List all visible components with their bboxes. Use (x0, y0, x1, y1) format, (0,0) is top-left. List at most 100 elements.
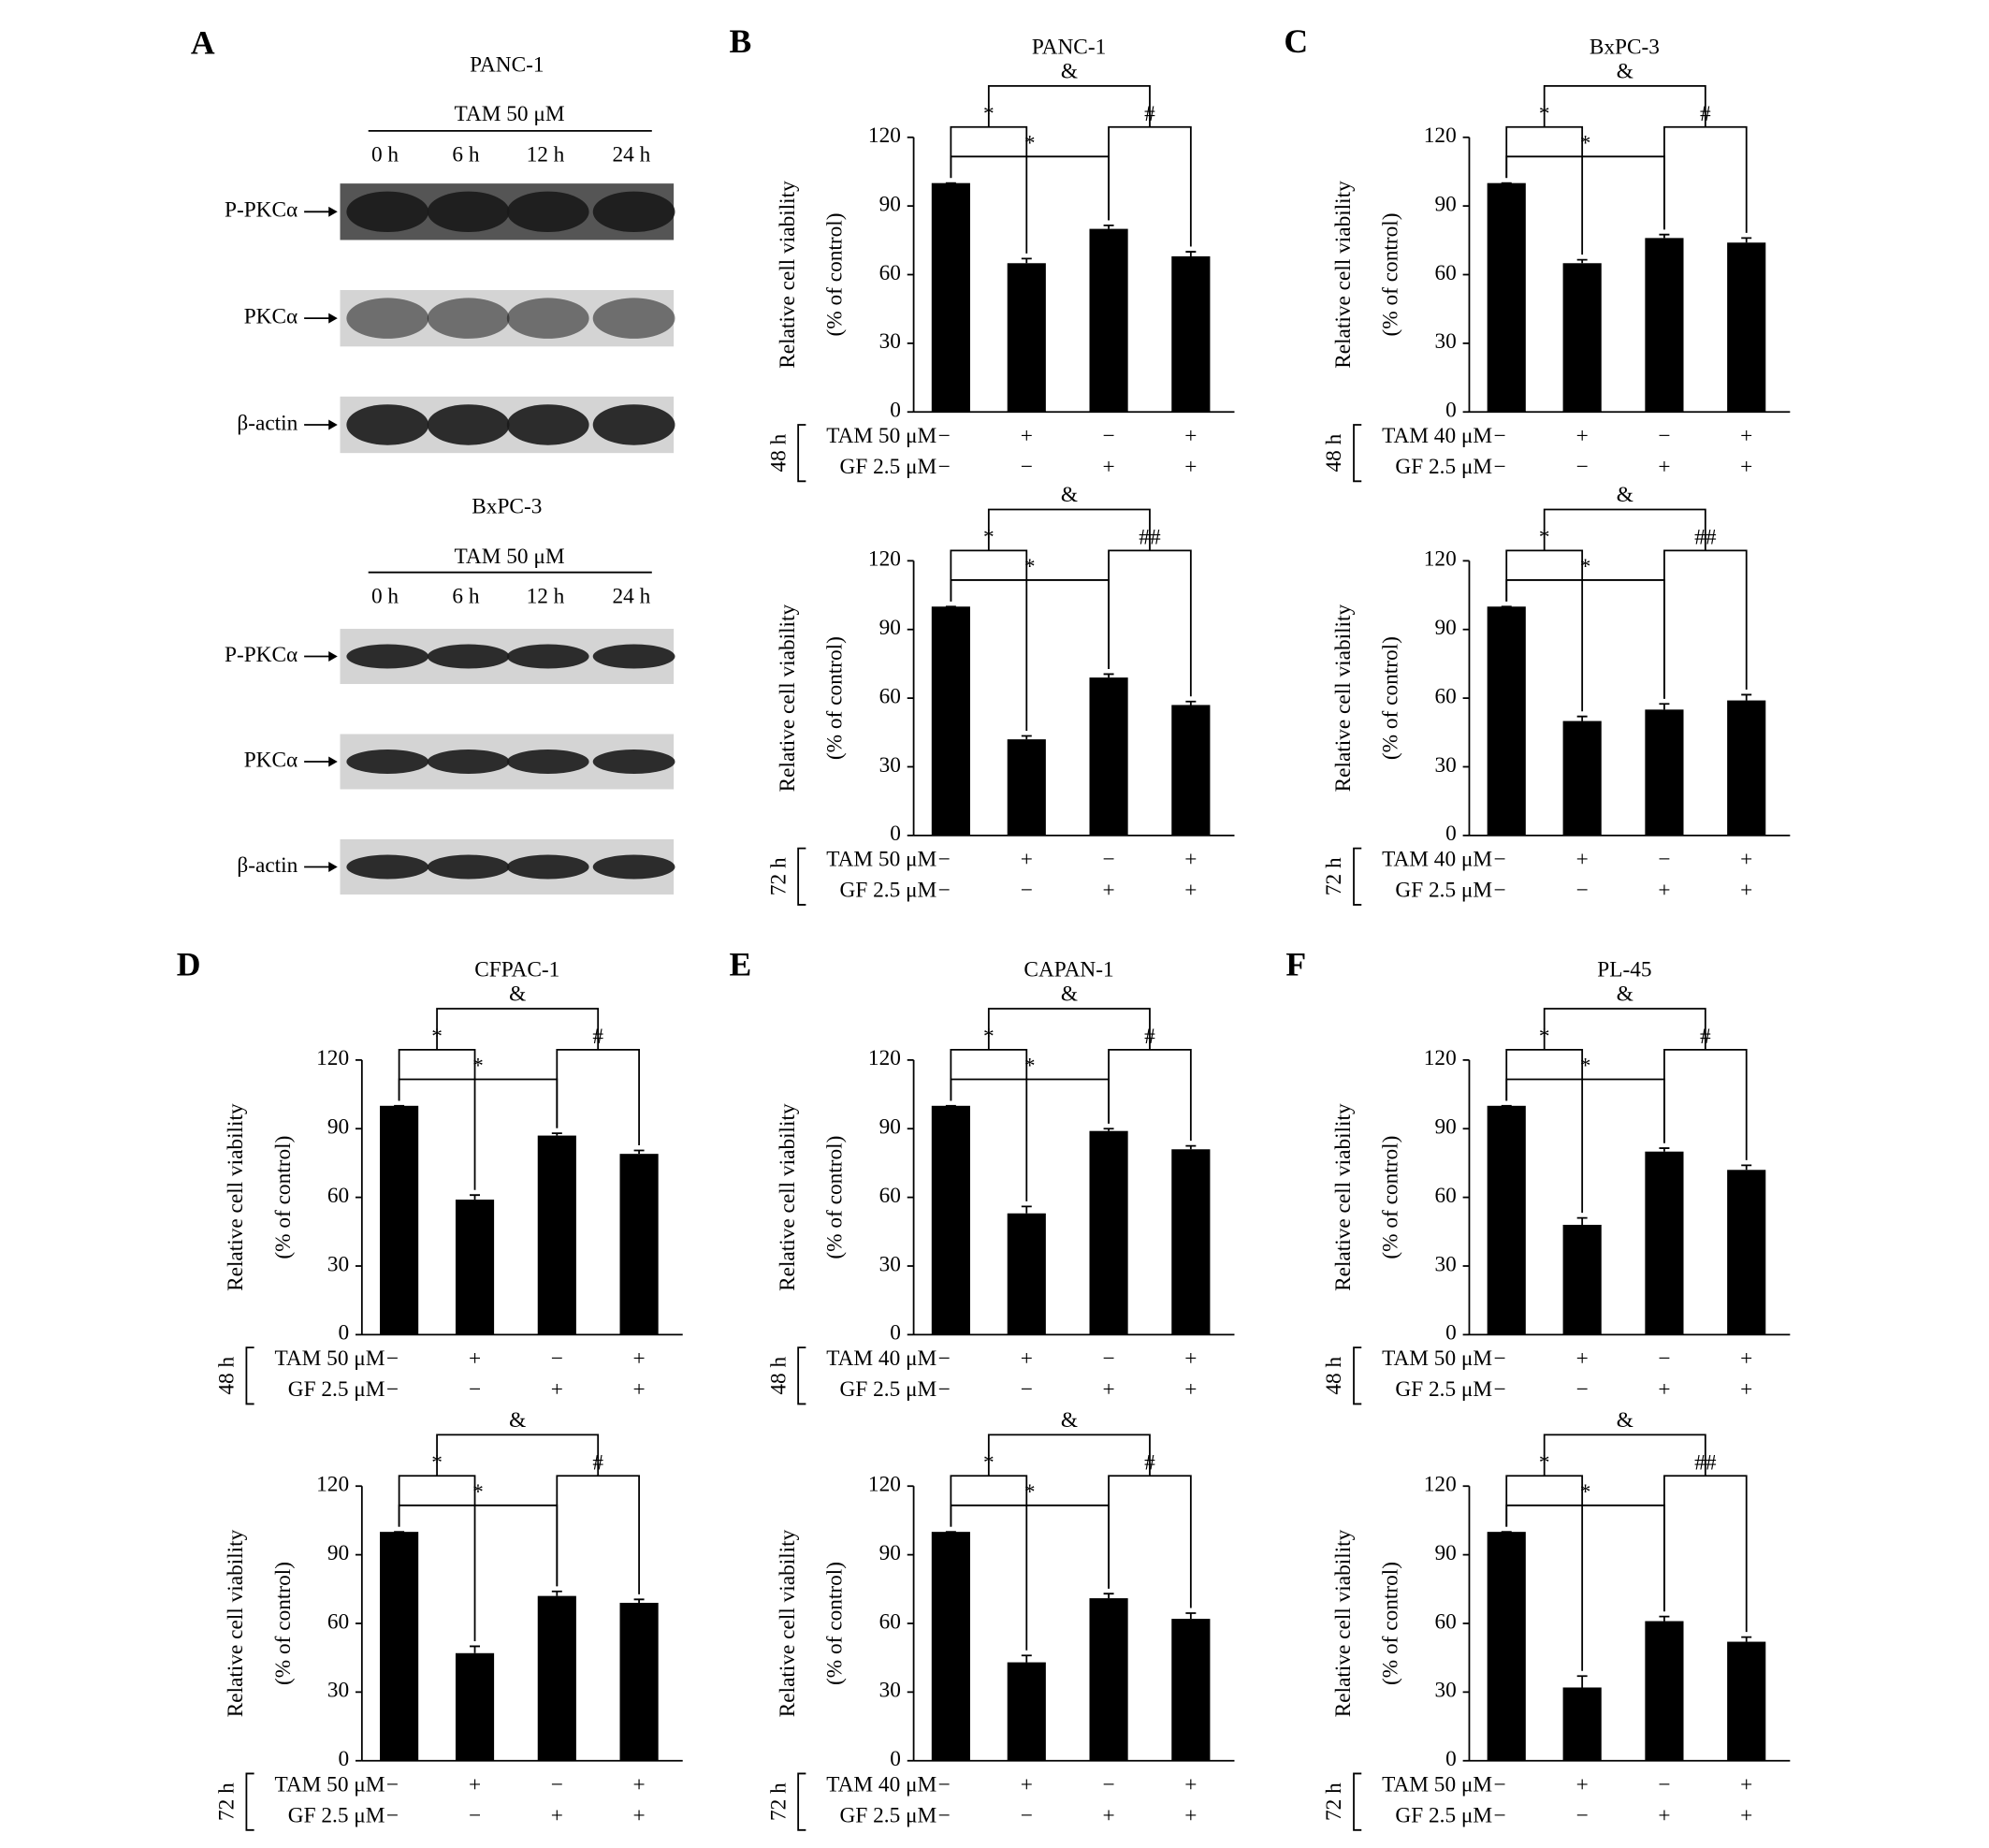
arrow-head (328, 419, 338, 430)
bar (1487, 606, 1526, 836)
condition-sign: + (1658, 455, 1670, 479)
condition-sign: + (1021, 1773, 1033, 1797)
significance-label: & (1617, 483, 1633, 507)
y-tick-label: 0 (890, 399, 901, 423)
bracket (436, 1008, 600, 1050)
error-bar (1576, 1216, 1588, 1225)
condition-sign: − (1494, 1803, 1506, 1827)
condition-sign: + (1102, 1803, 1114, 1827)
bar (1562, 1224, 1602, 1335)
panel-letter: D (177, 945, 201, 982)
condition-sign: + (469, 1346, 481, 1371)
bracket (1505, 155, 1665, 230)
blot-band (592, 644, 675, 669)
y-tick-label: 60 (1434, 1609, 1456, 1634)
condition-label: TAM 40 μM (1382, 848, 1492, 872)
y-tick-label: 0 (338, 1321, 349, 1346)
condition-sign: + (1021, 848, 1033, 872)
condition-bracket (797, 424, 806, 483)
chart-title: CAPAN-1 (1024, 958, 1113, 982)
y-axis-label: (% of control) (1379, 1136, 1403, 1259)
time-label: 72 h (1322, 857, 1346, 895)
blot-band (506, 749, 589, 774)
condition-label: TAM 50 μM (1382, 1773, 1492, 1797)
condition-bracket (1353, 424, 1362, 483)
bracket (1505, 579, 1665, 699)
y-tick-label: 90 (1434, 1115, 1456, 1140)
error-bar (551, 1132, 562, 1136)
significance-label: * (1024, 1480, 1036, 1505)
significance-label: * (1580, 131, 1591, 155)
bracket (1543, 1008, 1706, 1050)
y-tick-label: 60 (1434, 684, 1456, 708)
y-tick-label: 0 (338, 1747, 349, 1771)
bar (455, 1652, 495, 1761)
condition-sign: − (1576, 455, 1589, 479)
bracket (556, 1475, 640, 1594)
time-label: 6 h (452, 143, 479, 167)
condition-sign: + (1740, 424, 1752, 448)
condition-label: TAM 40 μM (1382, 424, 1492, 448)
condition-sign: + (1740, 1377, 1752, 1402)
y-axis-label: Relative cell viability (1331, 604, 1356, 792)
y-tick-label: 30 (879, 329, 901, 354)
condition-label: TAM 50 μM (274, 1346, 385, 1371)
y-tick-label: 60 (879, 1184, 901, 1208)
protein-label: P-PKCα (225, 198, 298, 223)
y-tick-label: 60 (879, 261, 901, 285)
bar (455, 1200, 495, 1335)
error-bar (1659, 1147, 1670, 1152)
bracket (1663, 549, 1748, 699)
y-tick-label: 120 (316, 1046, 349, 1070)
condition-sign: + (1740, 1773, 1752, 1797)
arrow-head (328, 756, 338, 767)
error-bar (1185, 251, 1197, 256)
condition-sign: + (1184, 1377, 1197, 1402)
condition-label: TAM 50 μM (1382, 1346, 1492, 1371)
bar (1562, 720, 1602, 836)
y-axis-label: Relative cell viability (776, 604, 800, 792)
blot-band (506, 191, 589, 233)
bracket (436, 1433, 600, 1477)
bar (1171, 1149, 1211, 1335)
time-label: 24 h (612, 584, 650, 608)
error-bar (1659, 1615, 1670, 1622)
condition-sign: + (1184, 424, 1197, 448)
bar (1562, 263, 1602, 413)
y-axis-label: Relative cell viability (1331, 1103, 1356, 1291)
significance-label: * (1580, 1054, 1591, 1078)
condition-sign: − (1102, 1346, 1114, 1371)
error-bar (1741, 237, 1752, 243)
significance-label: & (509, 982, 526, 1007)
significance-label: * (1024, 555, 1036, 579)
condition-sign: − (1021, 455, 1033, 479)
bar (1727, 242, 1766, 413)
y-tick-label: 0 (890, 1321, 901, 1346)
condition-label: GF 2.5 μM (1395, 1377, 1492, 1402)
condition-sign: − (551, 1773, 563, 1797)
time-label: 48 h (215, 1357, 240, 1395)
panel-letter: E (730, 945, 752, 982)
condition-label: GF 2.5 μM (288, 1377, 385, 1402)
error-bar (1576, 1675, 1588, 1688)
blot-band (346, 191, 429, 233)
time-label: 48 h (1322, 433, 1346, 472)
bracket (1505, 1504, 1665, 1612)
bracket (1663, 1049, 1748, 1160)
condition-sign: − (938, 1377, 951, 1402)
bar (1727, 700, 1766, 836)
bar (931, 182, 970, 413)
time-label: 48 h (1322, 1357, 1346, 1395)
error-bar (633, 1598, 645, 1603)
bar (931, 1105, 970, 1335)
chart-title: BxPC-3 (1590, 35, 1660, 59)
bracket (950, 155, 1110, 221)
condition-sign: + (1740, 848, 1752, 872)
blot-band (427, 191, 510, 233)
y-axis-label: (% of control) (1379, 1562, 1403, 1685)
bar (1487, 1532, 1526, 1761)
significance-label: & (1061, 483, 1078, 507)
y-axis-label: Relative cell viability (776, 1529, 800, 1717)
protein-label: PKCα (244, 748, 298, 772)
